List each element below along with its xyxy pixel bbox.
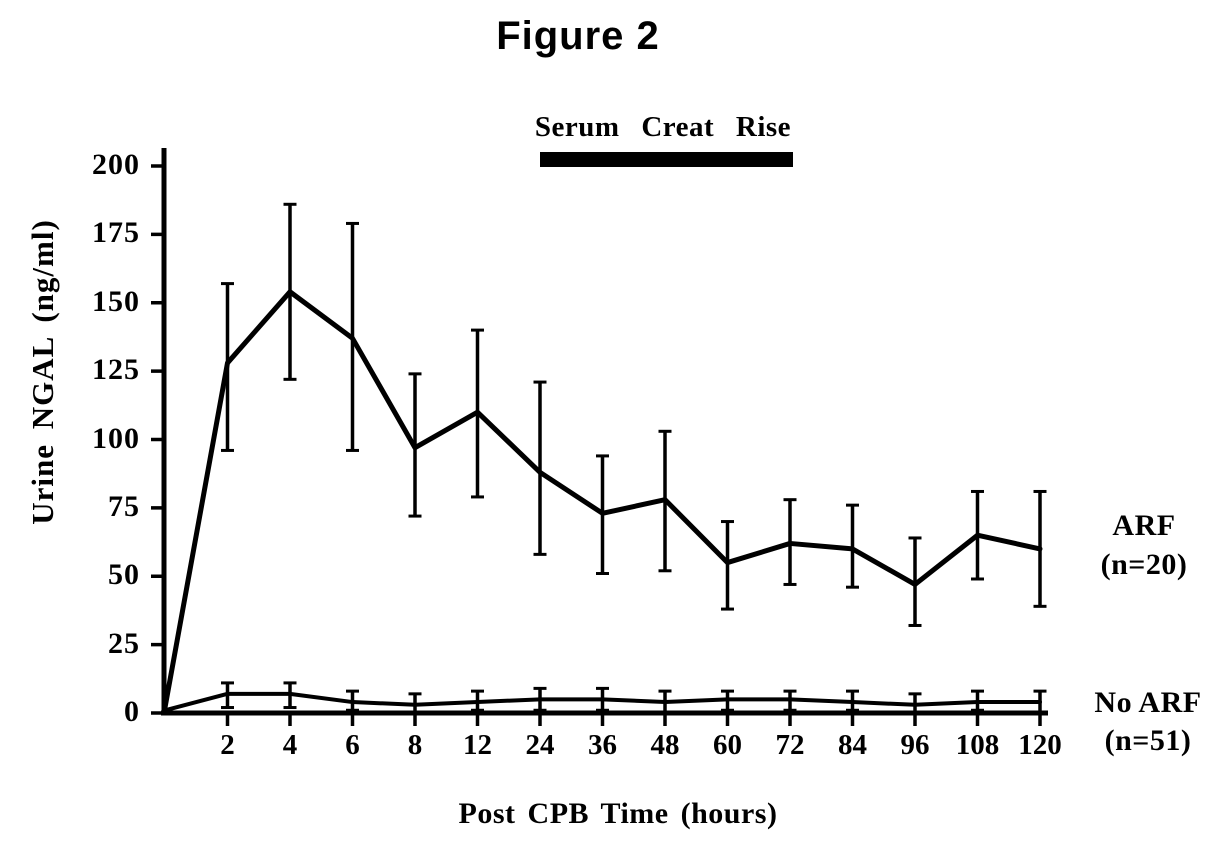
x-tick-label: 12 bbox=[463, 729, 492, 761]
y-tick-label: 0 bbox=[124, 695, 140, 728]
x-tick-label: 96 bbox=[900, 729, 930, 761]
y-tick-label: 150 bbox=[92, 284, 140, 318]
legend-arf-name: ARF bbox=[1112, 509, 1176, 542]
x-axis-title: Post CPB Time (hours) bbox=[458, 797, 778, 830]
legend-arf-n: (n=20) bbox=[1100, 548, 1188, 581]
no-arf-series-line bbox=[163, 691, 1042, 713]
x-tick-label: 84 bbox=[838, 729, 867, 761]
legend-noarf-name: No ARF bbox=[1094, 686, 1202, 719]
y-tick-label: 75 bbox=[108, 489, 140, 523]
y-tick-label: 25 bbox=[108, 626, 140, 660]
x-tick-label: 72 bbox=[775, 729, 805, 761]
arf-series-line bbox=[162, 289, 1043, 711]
y-tick-label: 50 bbox=[108, 558, 140, 592]
legend-arf: ARF (n=20) bbox=[1086, 506, 1202, 584]
x-tick-label: 4 bbox=[282, 729, 298, 761]
y-axis-title: Urine NGAL (ng/ml) bbox=[25, 219, 60, 525]
x-tick-label: 108 bbox=[955, 729, 1000, 761]
y-tick-label: 200 bbox=[92, 148, 140, 181]
serum-creat-rise-label: Serum Creat Rise bbox=[534, 111, 792, 143]
legend-noarf: No ARF (n=51) bbox=[1078, 684, 1217, 760]
y-tick-label: 175 bbox=[92, 216, 140, 250]
figure-title: Figure 2 bbox=[496, 14, 660, 58]
y-tick-label: 100 bbox=[92, 421, 140, 455]
x-tick-label: 6 bbox=[345, 729, 360, 761]
x-tick-label: 120 bbox=[1018, 729, 1062, 761]
x-tick-label: 48 bbox=[650, 729, 680, 761]
serum-creat-rise-bar bbox=[540, 152, 793, 167]
legend-noarf-n: (n=51) bbox=[1104, 724, 1192, 757]
y-tick-label: 125 bbox=[92, 353, 140, 387]
x-tick-label: 2 bbox=[220, 729, 235, 761]
x-tick-label: 8 bbox=[407, 729, 423, 761]
x-tick-label: 60 bbox=[713, 729, 742, 761]
x-tick-label: 36 bbox=[588, 729, 617, 761]
x-tick-label: 24 bbox=[525, 729, 555, 761]
